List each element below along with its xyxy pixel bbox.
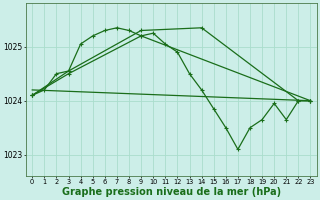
X-axis label: Graphe pression niveau de la mer (hPa): Graphe pression niveau de la mer (hPa)	[62, 187, 281, 197]
